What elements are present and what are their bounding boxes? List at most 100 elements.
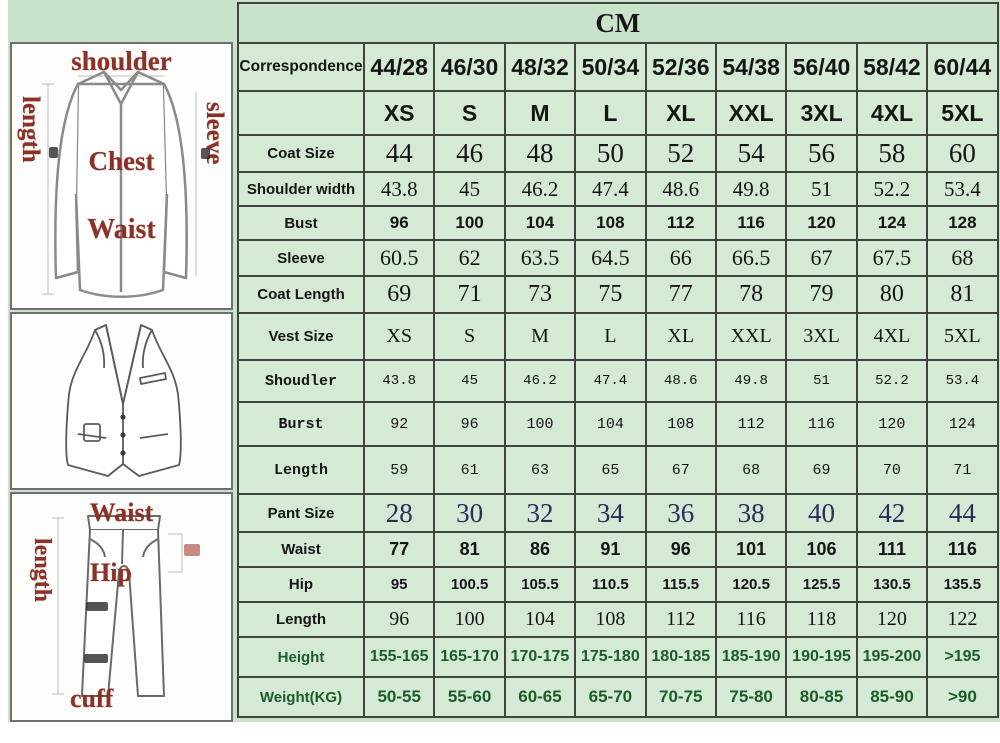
jacket-length-label: length: [17, 96, 44, 163]
table-row-vest-shoulder: Shoudler 43.8 45 46.2 47.4 48.6 49.8 51 52.2 53.4: [237, 359, 999, 403]
size-value: 4XL: [855, 90, 929, 136]
cell-pant-length: 104: [503, 601, 577, 638]
cell-weight: 65-70: [574, 676, 647, 718]
cell-coat-length: 69: [362, 275, 436, 314]
cell-coat-size: 50: [574, 134, 647, 173]
cell-vest-length: 67: [644, 445, 717, 495]
pants-diagram: Waist length Hip cuff: [10, 492, 233, 722]
cell-vest-size: S: [433, 312, 506, 361]
cell-pant-hip: 110.5: [574, 566, 647, 603]
cell-vest-shoulder: 53.4: [926, 359, 999, 403]
jacket-diagram: shoulder length sleeve Chest Waist: [10, 42, 233, 310]
row-label-coat-size: Coat Size: [237, 134, 365, 173]
cell-vest-shoulder: 46.2: [503, 359, 577, 403]
correspondence-value: 54/38: [714, 42, 788, 92]
cell-height: 180-185: [644, 636, 717, 678]
correspondence-value: 44/28: [362, 42, 436, 92]
cell-pant-size: 30: [433, 493, 506, 533]
cell-vest-shoulder: 49.8: [714, 359, 788, 403]
cell-coat-length: 79: [785, 275, 858, 314]
cell-vest-length: 59: [362, 445, 436, 495]
table-row-coat-length: Coat Length 69 71 73 75 77 78 79 80 81: [237, 275, 999, 314]
annotation-mark: [201, 148, 210, 159]
cell-vest-length: 71: [926, 445, 999, 495]
size-value: M: [503, 90, 577, 136]
cell-pant-size: 34: [574, 493, 647, 533]
cell-coat-size: 46: [433, 134, 506, 173]
cell-vest-length: 70: [855, 445, 929, 495]
cell-coat-size: 56: [785, 134, 858, 173]
table-row-pant-waist: Waist 77 81 86 91 96 101 106 111 116: [237, 531, 999, 568]
cell-pant-waist: 81: [433, 531, 506, 568]
cell-pant-length: 96: [362, 601, 436, 638]
cell-sleeve: 60.5: [362, 239, 436, 277]
cell-coat-length: 73: [503, 275, 577, 314]
cell-shoulder-width: 46.2: [503, 171, 577, 207]
cell-vest-shoulder: 43.8: [362, 359, 436, 403]
cell-bust: 108: [574, 205, 647, 241]
cell-coat-length: 80: [855, 275, 929, 314]
row-label-vest-length: Length: [237, 445, 365, 495]
cell-pant-hip: 130.5: [855, 566, 929, 603]
cell-pant-length: 100: [433, 601, 506, 638]
cell-vest-shoulder: 47.4: [574, 359, 647, 403]
size-value: 5XL: [926, 90, 999, 136]
cell-bust: 100: [433, 205, 506, 241]
vest-drawing: [65, 324, 182, 477]
correspondence-value: 58/42: [855, 42, 929, 92]
annotation-mark: [184, 544, 200, 556]
cell-height: 155-165: [362, 636, 436, 678]
cell-sleeve: 67: [785, 239, 858, 277]
correspondence-value: 52/36: [644, 42, 717, 92]
cell-weight: 60-65: [503, 676, 577, 718]
cell-vest-length: 69: [785, 445, 858, 495]
correspondence-row: Correspondence 44/28 46/30 48/32 50/34 52/36 5…: [237, 42, 999, 92]
size-value: XL: [644, 90, 717, 136]
cell-pant-waist: 96: [644, 531, 717, 568]
cell-weight: 55-60: [433, 676, 506, 718]
table-row-pant-length: Length 96 100 104 108 112 116 118 120 122: [237, 601, 999, 638]
annotation-mark: [49, 147, 58, 158]
jacket-shoulder-label: shoulder: [71, 46, 172, 76]
annotation-mark: [86, 602, 108, 611]
cell-height: 175-180: [574, 636, 647, 678]
cell-shoulder-width: 48.6: [644, 171, 717, 207]
cell-shoulder-width: 45: [433, 171, 506, 207]
cell-height: >195: [926, 636, 999, 678]
cell-bust: 128: [926, 205, 999, 241]
cell-sleeve: 68: [926, 239, 999, 277]
row-label-pant-hip: Hip: [237, 566, 365, 603]
cell-vest-shoulder: 51: [785, 359, 858, 403]
row-label-vest-bust: Burst: [237, 401, 365, 447]
cell-pant-length: 122: [926, 601, 999, 638]
vest-diagram: [10, 312, 233, 490]
table-row-pant-hip: Hip 95 100.5 105.5 110.5 115.5 120.5 125.5 130.5…: [237, 566, 999, 603]
cell-vest-shoulder: 48.6: [644, 359, 717, 403]
cell-vest-size: L: [574, 312, 647, 361]
cell-pant-waist: 111: [855, 531, 929, 568]
cell-pant-waist: 91: [574, 531, 647, 568]
cell-pant-size: 32: [503, 493, 577, 533]
table-row-weight: Weight(KG) 50-55 55-60 60-65 65-70 70-75 75-80…: [237, 676, 999, 718]
size-row-label: [237, 90, 365, 136]
cell-height: 190-195: [785, 636, 858, 678]
cell-pant-hip: 95: [362, 566, 436, 603]
cell-weight: 70-75: [644, 676, 717, 718]
cell-pant-length: 118: [785, 601, 858, 638]
row-label-vest-size: Vest Size: [237, 312, 365, 361]
table-title-row: CM: [237, 2, 999, 44]
cell-vest-bust: 104: [574, 401, 647, 447]
row-label-pant-length: Length: [237, 601, 365, 638]
cell-pant-size: 44: [926, 493, 999, 533]
annotation-mark: [84, 654, 108, 663]
pants-hip-label: Hip: [90, 558, 132, 587]
correspondence-value: 60/44: [926, 42, 999, 92]
table-row-height: Height 155-165 165-170 170-175 175-180 180-18…: [237, 636, 999, 678]
cell-pant-size: 36: [644, 493, 717, 533]
cell-vest-length: 63: [503, 445, 577, 495]
size-table: CM Correspondence 44/28 46/30 48/32 50/34 52/3…: [237, 2, 999, 718]
cell-pant-waist: 101: [714, 531, 788, 568]
correspondence-value: 48/32: [503, 42, 577, 92]
cell-height: 195-200: [855, 636, 929, 678]
